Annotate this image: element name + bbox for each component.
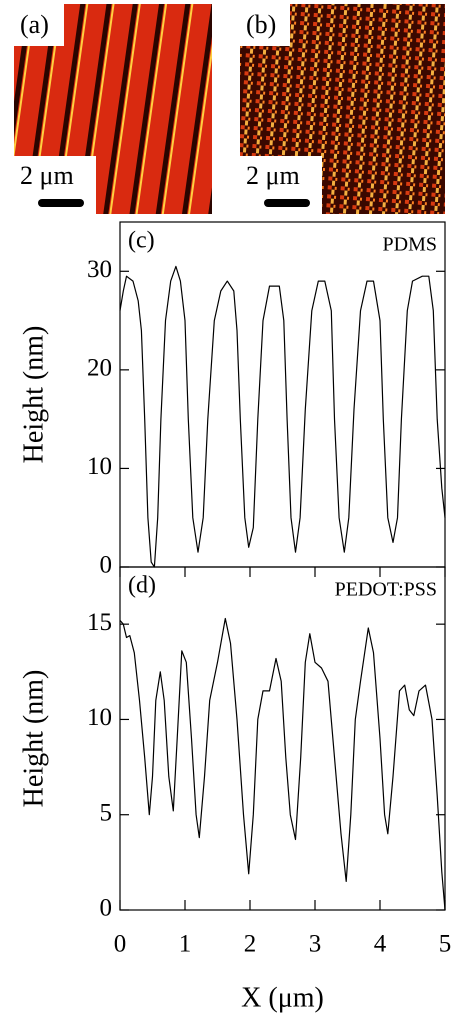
y-tick-label: 10 <box>87 704 112 731</box>
x-tick-label: 5 <box>439 931 452 958</box>
panel-label: (b) <box>246 10 276 39</box>
panel-label: (d) <box>128 573 156 599</box>
scale-label: 2 μm <box>20 161 74 190</box>
afm-image-b: (b) 2 μm <box>240 4 445 214</box>
y-tick-label: 15 <box>87 609 112 636</box>
panel-label: (a) <box>20 10 49 39</box>
y-tick-label: 5 <box>100 799 113 826</box>
label-box <box>14 4 64 46</box>
panel-title: PEDOT:PSS <box>335 579 437 601</box>
x-tick-label: 0 <box>114 931 127 958</box>
x-tick-label: 3 <box>309 931 322 958</box>
y-tick-label: 30 <box>87 256 112 283</box>
label-box <box>240 4 290 46</box>
y-tick-label: 0 <box>100 552 113 579</box>
x-tick-label: 2 <box>244 931 257 958</box>
y-axis-label: Height (nm) <box>18 326 49 464</box>
scale-label: 2 μm <box>246 161 300 190</box>
scale-bar <box>38 199 84 207</box>
panel-label: (c) <box>128 228 155 254</box>
scale-bar <box>264 199 310 207</box>
plot-frame <box>119 221 446 568</box>
panel-title: PDMS <box>383 234 437 256</box>
x-tick-label: 1 <box>179 931 192 958</box>
profile-line <box>119 617 446 911</box>
x-axis-label: X (μm) <box>241 982 324 1013</box>
y-axis-label: Height (nm) <box>18 670 49 808</box>
x-tick-label: 4 <box>374 931 387 958</box>
profile-line <box>119 265 446 568</box>
y-tick-label: 20 <box>87 355 112 382</box>
y-tick-label: 0 <box>100 895 113 922</box>
y-tick-label: 10 <box>87 453 112 480</box>
plot-frame <box>119 566 446 911</box>
afm-image-a: (a) 2 μm <box>14 4 212 214</box>
